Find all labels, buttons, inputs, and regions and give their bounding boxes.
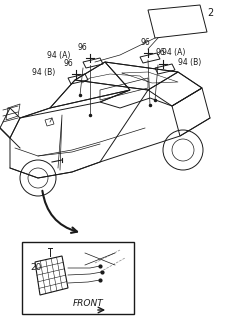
Text: 96: 96: [140, 38, 150, 47]
Text: 2: 2: [207, 8, 213, 18]
Text: 94 (B): 94 (B): [178, 58, 201, 67]
Text: FRONT: FRONT: [73, 300, 103, 308]
Text: 20: 20: [30, 263, 41, 273]
Text: 94 (A): 94 (A): [47, 51, 70, 60]
Text: 94 (A): 94 (A): [162, 47, 185, 57]
Text: 96: 96: [155, 48, 165, 57]
Bar: [22, 242, 134, 314]
Text: 96: 96: [77, 43, 87, 52]
Text: 96: 96: [63, 59, 73, 68]
Text: 94 (B): 94 (B): [32, 68, 55, 76]
